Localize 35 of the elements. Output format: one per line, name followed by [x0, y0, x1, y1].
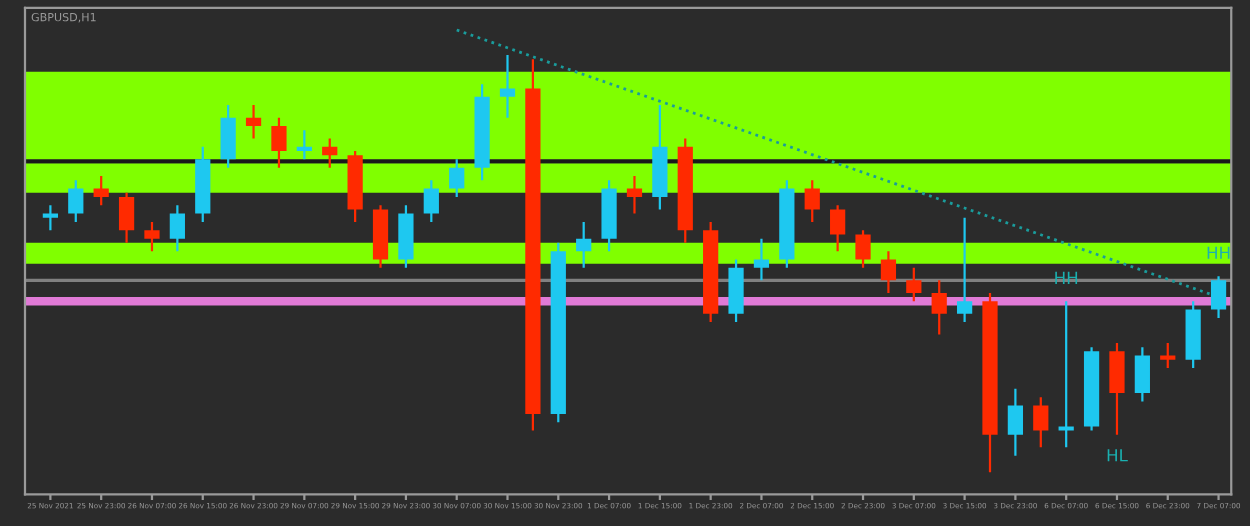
candlestick [855, 229, 871, 269]
candlestick [753, 237, 770, 282]
candlestick [398, 204, 414, 269]
candlestick [144, 220, 160, 253]
candlestick [906, 266, 922, 303]
candlestick [118, 191, 135, 244]
candlestick [804, 179, 820, 224]
candlestick [880, 250, 897, 294]
candlestick [1134, 346, 1150, 403]
candlestick [728, 258, 744, 324]
candlestick [576, 220, 592, 269]
candlestick [296, 129, 312, 161]
candlestick [93, 174, 109, 207]
candlestick [423, 179, 439, 224]
candlestick [626, 174, 643, 215]
candlestick [931, 279, 947, 336]
candlestick [449, 158, 465, 199]
candlestick [68, 179, 84, 224]
candlestick [1058, 300, 1074, 449]
annotation: HL [1107, 449, 1128, 462]
candlestick [220, 104, 236, 169]
candlestick [322, 137, 338, 169]
candlestick [1160, 341, 1176, 370]
candlestick [1109, 341, 1125, 436]
candlestick [1007, 387, 1024, 457]
candlestick [271, 116, 287, 169]
candlestick [245, 104, 262, 140]
candlestick [1210, 275, 1227, 320]
candlestick [830, 204, 846, 253]
annotation: HH [1207, 246, 1230, 259]
candlestick [499, 53, 516, 119]
candlestick [42, 204, 59, 232]
candlestick [956, 216, 973, 324]
candlestick [1033, 396, 1049, 449]
candlestick [169, 204, 185, 253]
